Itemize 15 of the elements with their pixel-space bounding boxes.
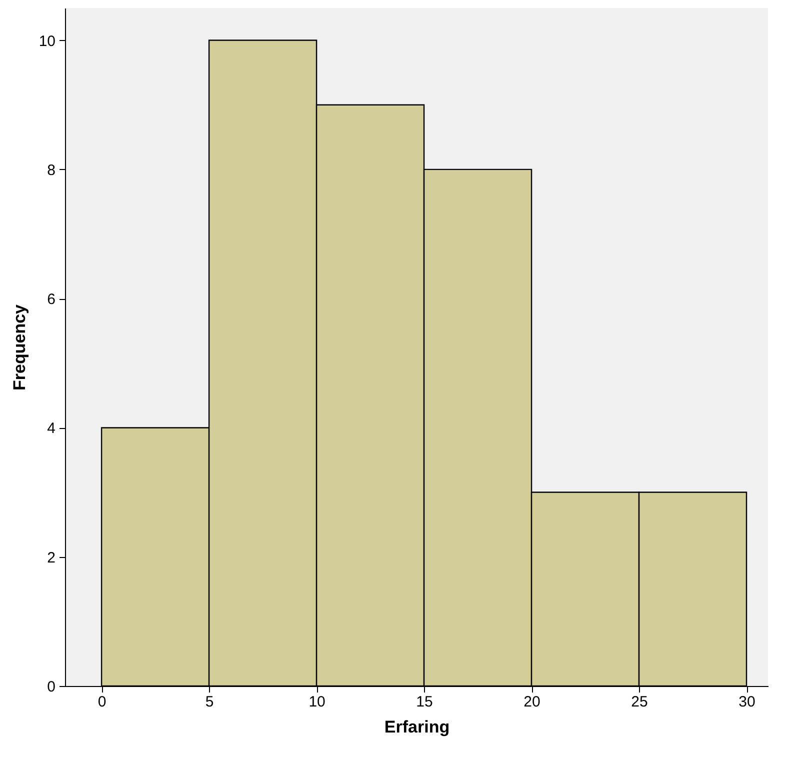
x-tick-label: 30 — [738, 694, 756, 710]
y-axis-title: Frequency — [10, 304, 29, 390]
y-tick-label: 10 — [38, 32, 56, 50]
x-tick-label: 10 — [308, 694, 326, 710]
y-tick-label: 0 — [47, 678, 56, 696]
x-tick-label: 5 — [205, 694, 214, 710]
y-tick-label: 4 — [47, 420, 56, 438]
x-tick-label: 20 — [524, 694, 540, 710]
x-tick-label: 15 — [416, 694, 433, 710]
x-tick-label: 0 — [98, 694, 106, 710]
y-tick-label: 6 — [47, 291, 56, 308]
y-tick-label: 2 — [47, 549, 56, 566]
y-tick-label: 8 — [47, 162, 56, 179]
x-axis-title: Erfaring — [384, 718, 450, 736]
x-tick-label: 25 — [631, 694, 648, 710]
